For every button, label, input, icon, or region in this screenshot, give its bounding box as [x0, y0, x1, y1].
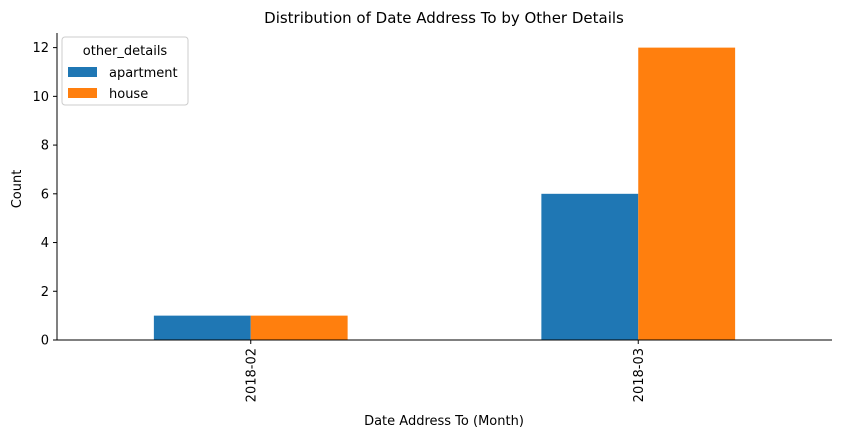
y-tick-label: 8 — [41, 139, 49, 154]
y-tick-label: 0 — [41, 334, 49, 349]
legend-swatch-apartment — [68, 67, 97, 77]
y-tick-label: 12 — [32, 41, 49, 56]
y-tick-label: 10 — [32, 90, 49, 105]
chart-title: Distribution of Date Address To by Other… — [264, 9, 624, 27]
legend-swatch-house — [68, 88, 97, 98]
y-tick-label: 4 — [41, 236, 49, 251]
x-tick-label: 2018-02 — [244, 348, 259, 402]
y-tick-label: 2 — [41, 285, 49, 300]
x-axis-label: Date Address To (Month) — [364, 414, 524, 429]
y-axis-label: Count — [10, 170, 25, 209]
legend-label-apartment: apartment — [109, 66, 178, 81]
y-tick-label: 6 — [41, 187, 49, 202]
bar-apartment-2018-03 — [541, 193, 639, 340]
bar-apartment-2018-02 — [153, 315, 251, 340]
legend-title: other_details — [83, 44, 168, 59]
x-tick-label: 2018-03 — [632, 348, 647, 402]
bar-house-2018-03 — [638, 47, 736, 340]
plot-area: 0 2 4 6 8 10 12 2018-02 2018-03 — [32, 33, 832, 402]
bar-house-2018-02 — [250, 315, 348, 340]
legend: other_details apartment house — [61, 36, 189, 106]
legend-label-house: house — [109, 87, 148, 102]
